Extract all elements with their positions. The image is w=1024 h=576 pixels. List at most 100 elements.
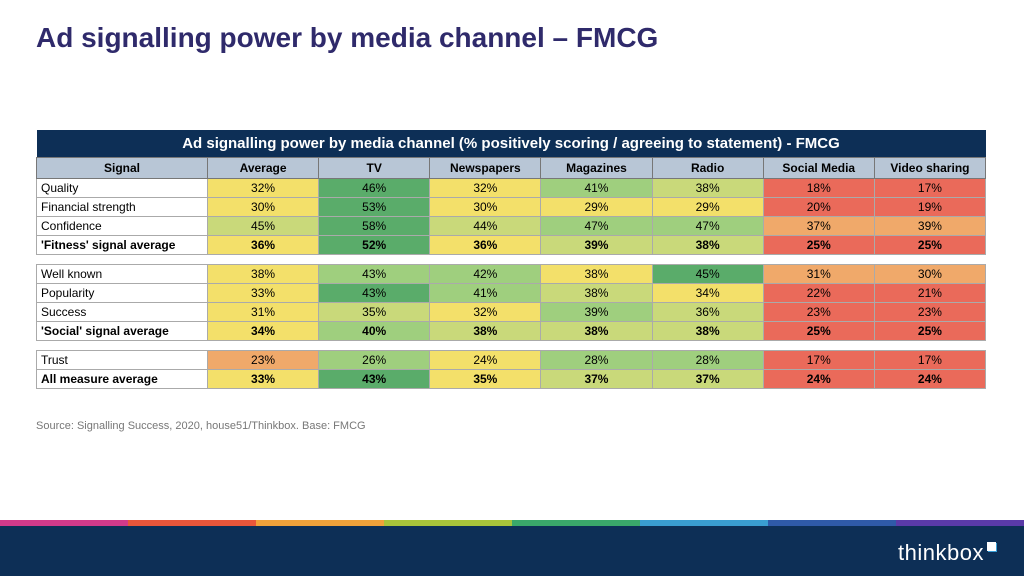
data-cell: 43% bbox=[319, 370, 430, 389]
data-cell: 47% bbox=[652, 217, 763, 236]
data-cell: 32% bbox=[207, 179, 318, 198]
data-cell: 38% bbox=[541, 322, 652, 341]
data-cell: 23% bbox=[874, 303, 985, 322]
data-cell: 36% bbox=[430, 236, 541, 255]
data-cell: 38% bbox=[541, 284, 652, 303]
data-cell: 58% bbox=[319, 217, 430, 236]
data-cell: 30% bbox=[874, 265, 985, 284]
table-row: Trust23%26%24%28%28%17%17% bbox=[37, 351, 986, 370]
data-cell: 25% bbox=[763, 236, 874, 255]
data-cell: 25% bbox=[874, 236, 985, 255]
data-cell: 41% bbox=[430, 284, 541, 303]
row-label: Popularity bbox=[37, 284, 208, 303]
data-cell: 46% bbox=[319, 179, 430, 198]
data-cell: 19% bbox=[874, 198, 985, 217]
data-cell: 32% bbox=[430, 179, 541, 198]
data-cell: 24% bbox=[430, 351, 541, 370]
data-cell: 42% bbox=[430, 265, 541, 284]
data-cell: 24% bbox=[763, 370, 874, 389]
row-label: Trust bbox=[37, 351, 208, 370]
data-cell: 35% bbox=[430, 370, 541, 389]
data-cell: 20% bbox=[763, 198, 874, 217]
data-cell: 23% bbox=[763, 303, 874, 322]
data-cell: 38% bbox=[652, 179, 763, 198]
column-header: Newspapers bbox=[430, 158, 541, 179]
column-header: Magazines bbox=[541, 158, 652, 179]
data-cell: 21% bbox=[874, 284, 985, 303]
row-label: Quality bbox=[37, 179, 208, 198]
data-cell: 17% bbox=[874, 179, 985, 198]
data-cell: 25% bbox=[763, 322, 874, 341]
data-cell: 17% bbox=[763, 351, 874, 370]
row-label: Success bbox=[37, 303, 208, 322]
data-cell: 23% bbox=[207, 351, 318, 370]
table-row: Well known38%43%42%38%45%31%30% bbox=[37, 265, 986, 284]
data-cell: 39% bbox=[874, 217, 985, 236]
data-cell: 36% bbox=[207, 236, 318, 255]
data-cell: 37% bbox=[652, 370, 763, 389]
table-banner: Ad signalling power by media channel (% … bbox=[37, 130, 986, 158]
row-label: 'Social' signal average bbox=[37, 322, 208, 341]
data-cell: 44% bbox=[430, 217, 541, 236]
thinkbox-logo: thinkbox bbox=[898, 540, 996, 566]
data-cell: 38% bbox=[652, 236, 763, 255]
data-cell: 30% bbox=[207, 198, 318, 217]
table-row: Quality32%46%32%41%38%18%17% bbox=[37, 179, 986, 198]
data-cell: 43% bbox=[319, 284, 430, 303]
data-cell: 31% bbox=[207, 303, 318, 322]
data-cell: 39% bbox=[541, 303, 652, 322]
data-cell: 45% bbox=[652, 265, 763, 284]
data-cell: 37% bbox=[763, 217, 874, 236]
data-cell: 25% bbox=[874, 322, 985, 341]
data-cell: 36% bbox=[652, 303, 763, 322]
data-cell: 34% bbox=[652, 284, 763, 303]
data-cell: 30% bbox=[430, 198, 541, 217]
data-cell: 29% bbox=[541, 198, 652, 217]
table-row: Popularity33%43%41%38%34%22%21% bbox=[37, 284, 986, 303]
row-label: 'Fitness' signal average bbox=[37, 236, 208, 255]
data-table: Ad signalling power by media channel (% … bbox=[36, 130, 986, 389]
footer-bar: thinkbox bbox=[0, 526, 1024, 576]
source-note: Source: Signalling Success, 2020, house5… bbox=[36, 420, 366, 432]
data-cell: 40% bbox=[319, 322, 430, 341]
table-row: Success31%35%32%39%36%23%23% bbox=[37, 303, 986, 322]
row-label: All measure average bbox=[37, 370, 208, 389]
column-header: TV bbox=[319, 158, 430, 179]
data-cell: 26% bbox=[319, 351, 430, 370]
data-cell: 45% bbox=[207, 217, 318, 236]
row-label: Well known bbox=[37, 265, 208, 284]
data-cell: 47% bbox=[541, 217, 652, 236]
data-cell: 38% bbox=[207, 265, 318, 284]
data-cell: 52% bbox=[319, 236, 430, 255]
table-row: All measure average33%43%35%37%37%24%24% bbox=[37, 370, 986, 389]
table-row: Financial strength30%53%30%29%29%20%19% bbox=[37, 198, 986, 217]
data-cell: 35% bbox=[319, 303, 430, 322]
data-cell: 38% bbox=[652, 322, 763, 341]
column-header: Video sharing bbox=[874, 158, 985, 179]
data-cell: 32% bbox=[430, 303, 541, 322]
data-cell: 33% bbox=[207, 370, 318, 389]
data-cell: 22% bbox=[763, 284, 874, 303]
data-cell: 39% bbox=[541, 236, 652, 255]
column-header: Average bbox=[207, 158, 318, 179]
data-cell: 41% bbox=[541, 179, 652, 198]
table-row: Confidence45%58%44%47%47%37%39% bbox=[37, 217, 986, 236]
logo-square-icon bbox=[987, 542, 996, 551]
data-cell: 17% bbox=[874, 351, 985, 370]
data-cell: 29% bbox=[652, 198, 763, 217]
table-row: 'Fitness' signal average36%52%36%39%38%2… bbox=[37, 236, 986, 255]
data-cell: 37% bbox=[541, 370, 652, 389]
row-label: Financial strength bbox=[37, 198, 208, 217]
data-cell: 53% bbox=[319, 198, 430, 217]
column-header: Radio bbox=[652, 158, 763, 179]
data-cell: 18% bbox=[763, 179, 874, 198]
data-cell: 33% bbox=[207, 284, 318, 303]
data-cell: 28% bbox=[541, 351, 652, 370]
data-cell: 43% bbox=[319, 265, 430, 284]
data-cell: 31% bbox=[763, 265, 874, 284]
column-header: Social Media bbox=[763, 158, 874, 179]
data-cell: 28% bbox=[652, 351, 763, 370]
column-header: Signal bbox=[37, 158, 208, 179]
data-cell: 34% bbox=[207, 322, 318, 341]
data-cell: 38% bbox=[541, 265, 652, 284]
